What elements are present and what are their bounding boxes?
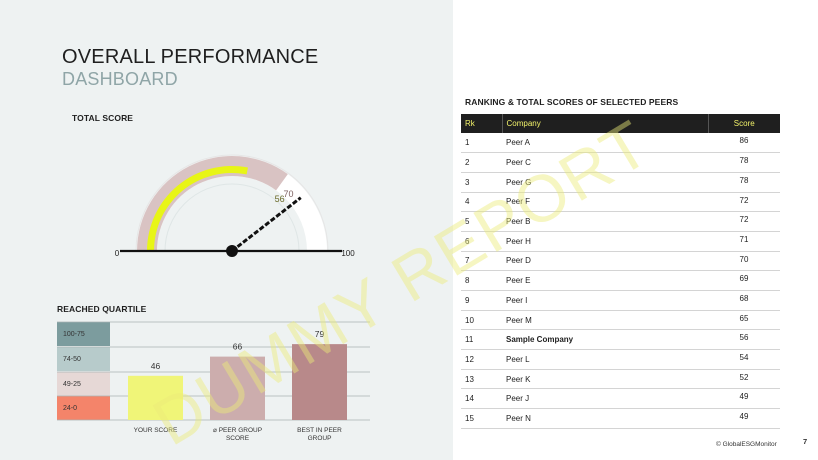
- company-cell: Peer G: [502, 172, 708, 193]
- company-cell: Peer K: [502, 369, 708, 390]
- company-cell: Peer C: [502, 152, 708, 173]
- score-cell: 65: [708, 310, 780, 331]
- gauge-guide-arc: [164, 183, 300, 252]
- score-column-header: Score: [708, 114, 780, 133]
- rank-cell: 4: [461, 192, 502, 213]
- score-cell: 72: [708, 192, 780, 213]
- copyright: © GlobalESGMonitor: [716, 441, 777, 448]
- bar-x-label: ⌀ PEER GROUP SCORE: [212, 427, 263, 442]
- company-cell: Peer N: [502, 408, 708, 429]
- score-cell: 70: [708, 251, 780, 272]
- rank-cell: 13: [461, 369, 502, 390]
- rank-cell: 7: [461, 251, 502, 272]
- score-cell: 68: [708, 290, 780, 311]
- reached-quartile-label: REACHED QUARTILE: [57, 304, 147, 314]
- score-cell: 72: [708, 211, 780, 232]
- gauge-pivot: [226, 245, 238, 257]
- gauge-peer-band: [137, 156, 288, 251]
- company-cell: Peer J: [502, 388, 708, 410]
- company-cell: Peer A: [502, 133, 708, 154]
- ranking-row: 10 Peer M 65: [461, 310, 780, 331]
- bar-value-label: 79: [315, 329, 325, 339]
- page-subtitle: DASHBOARD: [62, 69, 178, 89]
- rank-cell: 9: [461, 290, 502, 311]
- ranking-row: 11 Sample Company 56: [461, 329, 780, 351]
- ranking-row: 1 Peer A 86: [461, 133, 780, 154]
- bar-1: [128, 375, 183, 420]
- rank-cell: 6: [461, 231, 502, 252]
- ranking-row: 5 Peer B 72: [461, 211, 780, 232]
- quartile-band: 24-0: [57, 396, 110, 420]
- ranking-row: 13 Peer K 52: [461, 369, 780, 390]
- ranking-row: 14 Peer J 49: [461, 388, 780, 410]
- ranking-row: 15 Peer N 49: [461, 408, 780, 429]
- quartile-band: 100-75: [57, 322, 110, 346]
- score-cell: 49: [708, 408, 780, 429]
- rank-cell: 14: [461, 388, 502, 410]
- rank-cell: 1: [461, 133, 502, 154]
- company-column-header: Company: [502, 114, 709, 133]
- gauge-max-label: 100: [341, 249, 355, 258]
- bar-value-label: 46: [151, 361, 161, 371]
- score-cell: 71: [708, 231, 780, 252]
- rank-cell: 5: [461, 211, 502, 232]
- gauge-min-label: 0: [115, 249, 120, 258]
- company-cell: Peer L: [502, 349, 708, 370]
- company-cell: Peer I: [502, 290, 708, 311]
- gauge-your-value: 56: [275, 194, 285, 204]
- ranking-row: 2 Peer C 78: [461, 152, 780, 173]
- gauge-needle: [231, 196, 302, 253]
- rank-cell: 10: [461, 310, 502, 331]
- ranking-header-row: Rk Company Score: [461, 114, 780, 133]
- ranking-row: 12 Peer L 54: [461, 349, 780, 370]
- quartile-band: 74-50: [57, 347, 110, 371]
- company-cell: Peer M: [502, 310, 708, 331]
- company-cell: Sample Company: [502, 329, 708, 351]
- ranking-row: 9 Peer I 68: [461, 290, 780, 311]
- ranking-row: 4 Peer F 72: [461, 192, 780, 213]
- rank-cell: 11: [461, 329, 502, 351]
- score-cell: 54: [708, 349, 780, 370]
- ranking-row: 6 Peer H 71: [461, 231, 780, 252]
- quartile-band: 49-25: [57, 372, 110, 396]
- score-cell: 49: [708, 388, 780, 410]
- ranking-row: 7 Peer D 70: [461, 251, 780, 272]
- gauge-outline: [135, 154, 329, 252]
- ranking-table: Rk Company Score 1 Peer A 86 2 Peer C 78 3 Peer…: [461, 114, 780, 429]
- score-cell: 78: [708, 172, 780, 193]
- score-cell: 56: [708, 329, 780, 351]
- rank-cell: 2: [461, 152, 502, 173]
- rank-cell: 3: [461, 172, 502, 193]
- ranking-title: RANKING & TOTAL SCORES OF SELECTED PEERS: [465, 97, 679, 107]
- page-number: 7: [803, 437, 808, 446]
- company-cell: Peer E: [502, 270, 708, 291]
- bar-x-label: BEST IN PEER GROUP: [297, 427, 342, 442]
- page-title: OVERALL PERFORMANCE: [62, 46, 319, 68]
- ranking-row: 3 Peer G 78: [461, 172, 780, 193]
- company-cell: Peer H: [502, 231, 708, 252]
- score-cell: 52: [708, 369, 780, 390]
- ranking-row: 8 Peer E 69: [461, 270, 780, 291]
- score-cell: 69: [708, 270, 780, 291]
- rank-column-header: Rk: [461, 114, 503, 133]
- company-cell: Peer F: [502, 192, 708, 213]
- rank-cell: 8: [461, 270, 502, 291]
- bar-value-label: 66: [233, 342, 243, 352]
- bar-2: [210, 356, 265, 420]
- rank-cell: 12: [461, 349, 502, 370]
- gauge-peer-value: 70: [283, 189, 293, 199]
- bar-x-label: YOUR SCORE: [133, 427, 178, 434]
- bar-3: [292, 344, 347, 420]
- company-cell: Peer D: [502, 251, 708, 272]
- company-cell: Peer B: [502, 211, 708, 232]
- score-cell: 78: [708, 152, 780, 173]
- score-cell: 86: [708, 133, 780, 154]
- total-score-label: TOTAL SCORE: [72, 113, 134, 123]
- rank-cell: 15: [461, 408, 502, 429]
